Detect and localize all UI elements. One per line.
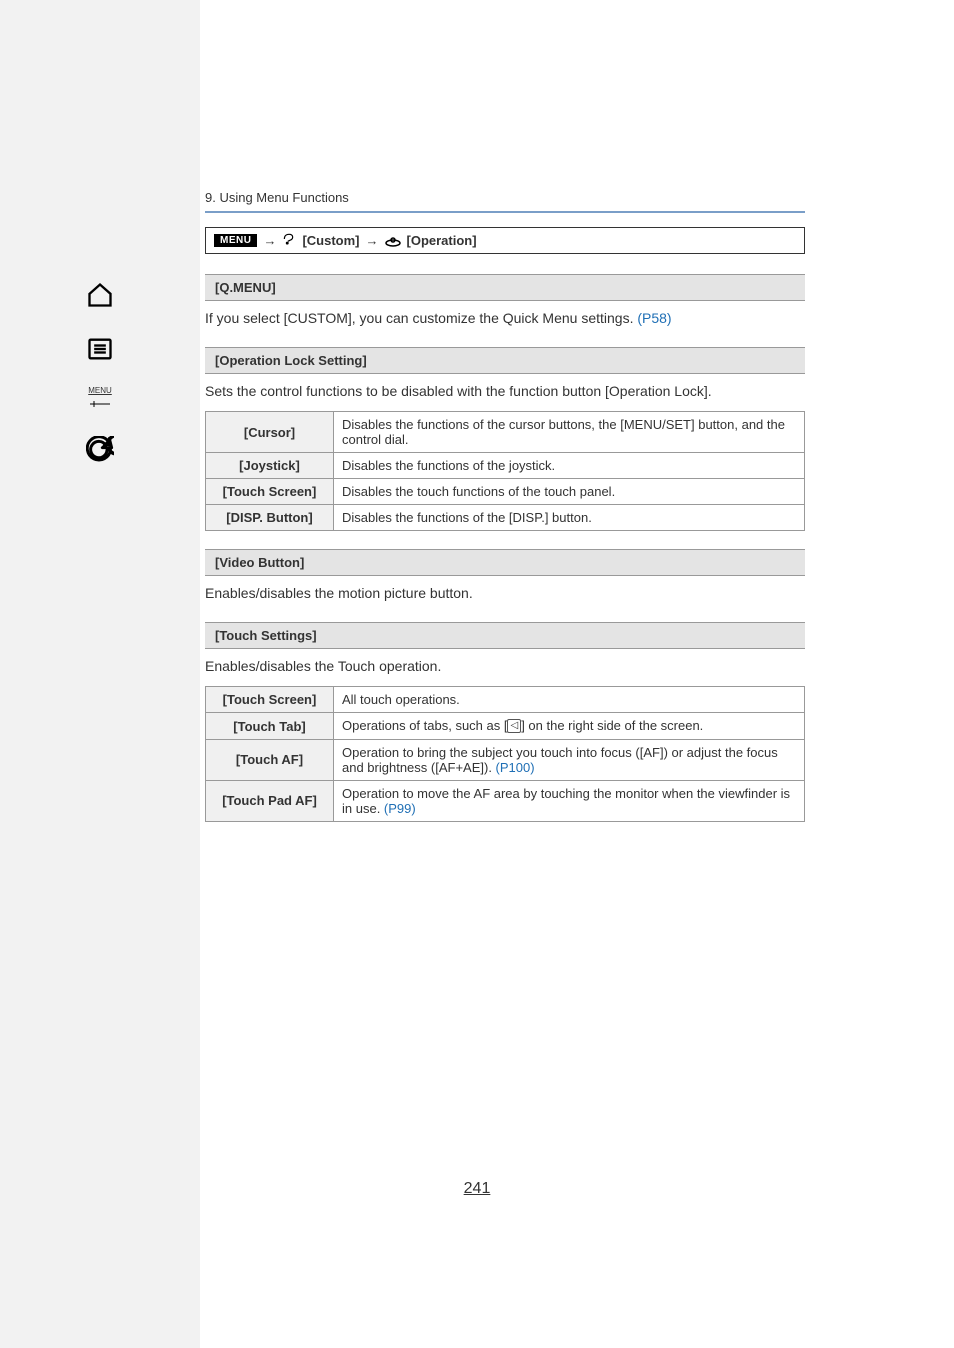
back-icon[interactable] [85,435,115,465]
arrow-icon: → [366,233,379,248]
chapter-rule [205,211,805,213]
section-qmenu-title: [Q.MENU] [205,274,805,301]
menu-badge: MENU [214,234,257,247]
section-video-desc: Enables/disables the motion picture butt… [205,584,805,604]
touch-tab-pre: Operations of tabs, such as [ [342,718,507,733]
touch-tab-post: ] on the right side of the screen. [521,718,703,733]
menu-icon-label: MENU [88,386,112,395]
link-p58[interactable]: (P58) [637,310,671,326]
touch-tab-text: Operations of tabs, such as [◁] on the r… [334,713,805,740]
section-qmenu-desc: If you select [CUSTOM], you can customiz… [205,309,805,329]
oplock-label-0: [Cursor] [206,412,334,453]
breadcrumb: MENU → [Custom] → [Operation] [205,227,805,254]
touch-table: [Touch Screen] All touch operations. [To… [205,686,805,822]
tab-glyph-icon: ◁ [507,719,521,733]
toc-icon[interactable] [85,334,115,364]
oplock-text-3: Disables the functions of the [DISP.] bu… [334,505,805,531]
home-icon[interactable] [85,280,115,310]
sidebar: MENU [0,0,200,1348]
section-oplock-desc: Sets the control functions to be disable… [205,382,805,402]
touch-screen-text: All touch operations. [334,687,805,713]
oplock-text-2: Disables the touch functions of the touc… [334,479,805,505]
touch-screen-label: [Touch Screen] [206,687,334,713]
touch-af-label: [Touch AF] [206,739,334,780]
arrow-icon: → [263,233,276,248]
table-row: [Cursor] Disables the functions of the c… [206,412,805,453]
table-row: [Touch Tab] Operations of tabs, such as … [206,713,805,740]
table-row: [Touch Screen] Disables the touch functi… [206,479,805,505]
oplock-text-0: Disables the functions of the cursor but… [334,412,805,453]
touch-af-pre: Operation to bring the subject you touch… [342,745,778,775]
table-row: [Joystick] Disables the functions of the… [206,453,805,479]
section-video-title: [Video Button] [205,549,805,576]
sidebar-icons: MENU [0,280,200,465]
section-oplock-title: [Operation Lock Setting] [205,347,805,374]
table-row: [Touch Pad AF] Operation to move the AF … [206,780,805,821]
custom-icon [282,232,296,249]
table-row: [Touch AF] Operation to bring the subjec… [206,739,805,780]
table-row: [Touch Screen] All touch operations. [206,687,805,713]
chapter-title: 9. Using Menu Functions [205,190,805,205]
touch-padaf-text: Operation to move the AF area by touchin… [334,780,805,821]
oplock-table: [Cursor] Disables the functions of the c… [205,411,805,531]
menu-icon[interactable]: MENU [88,388,112,411]
main-content: 9. Using Menu Functions MENU → [Custom] … [205,190,805,822]
touch-tab-label: [Touch Tab] [206,713,334,740]
link-p100[interactable]: (P100) [496,760,535,775]
table-row: [DISP. Button] Disables the functions of… [206,505,805,531]
section-touch-desc: Enables/disables the Touch operation. [205,657,805,677]
section-touch-title: [Touch Settings] [205,622,805,649]
qmenu-desc-text: If you select [CUSTOM], you can customiz… [205,310,637,326]
page-number[interactable]: 241 [0,1180,954,1198]
operation-icon [385,235,401,247]
touch-af-text: Operation to bring the subject you touch… [334,739,805,780]
oplock-label-1: [Joystick] [206,453,334,479]
breadcrumb-operation: [Operation] [407,233,477,248]
oplock-text-1: Disables the functions of the joystick. [334,453,805,479]
link-p99[interactable]: (P99) [384,801,416,816]
touch-padaf-label: [Touch Pad AF] [206,780,334,821]
oplock-label-2: [Touch Screen] [206,479,334,505]
oplock-label-3: [DISP. Button] [206,505,334,531]
breadcrumb-custom: [Custom] [302,233,359,248]
